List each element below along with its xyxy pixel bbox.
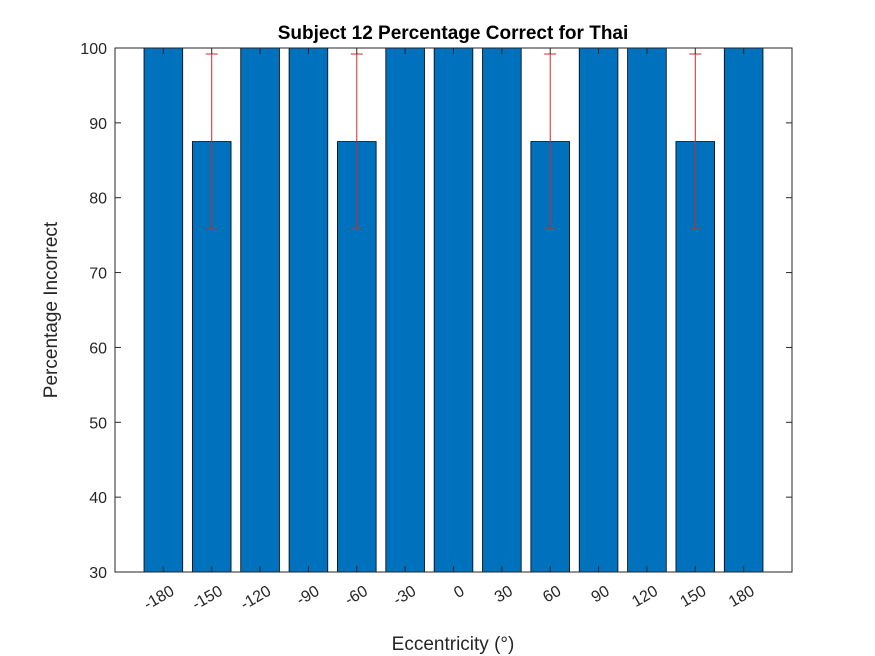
- y-tick-label: 60: [89, 340, 107, 357]
- axes-layer: [114, 47, 793, 573]
- bar: [385, 47, 425, 573]
- y-tick-label: 50: [89, 415, 107, 432]
- bar: [433, 47, 474, 573]
- x-tick-label: -180: [141, 583, 177, 614]
- bar: [288, 47, 329, 573]
- x-tick-label: 90: [589, 583, 613, 607]
- y-tick-label: 70: [89, 266, 107, 283]
- y-tick-label: 30: [89, 565, 107, 582]
- x-axis-label: Eccentricity (°): [392, 634, 515, 655]
- bar: [482, 47, 522, 573]
- y-tick-label: 100: [80, 41, 107, 58]
- error-bars-layer: [205, 53, 702, 230]
- x-tick-label: -120: [238, 583, 274, 614]
- bar: [723, 47, 764, 573]
- chart-title: Subject 12 Percentage Correct for Thai: [278, 23, 629, 44]
- bar: [627, 47, 667, 573]
- x-tick-label: 0: [451, 583, 467, 602]
- x-tick-label: 180: [726, 583, 758, 611]
- x-tick-label: 120: [629, 583, 661, 611]
- x-tick-label: -30: [391, 583, 420, 609]
- y-tick-label: 80: [89, 191, 107, 208]
- x-tick-label: -60: [342, 583, 371, 609]
- bar: [143, 47, 184, 573]
- y-tick-label: 40: [89, 490, 107, 507]
- x-tick-label: 150: [678, 583, 710, 611]
- y-axis-label: Percentage Incorrect: [41, 221, 62, 398]
- y-tick-label: 90: [89, 116, 107, 133]
- bar: [240, 47, 280, 573]
- bars-layer: [143, 47, 764, 573]
- x-tick-label: -150: [189, 583, 225, 614]
- x-tick-label: 60: [540, 583, 564, 607]
- bar: [578, 47, 619, 573]
- x-tick-label: 30: [492, 583, 516, 607]
- x-tick-label: -90: [294, 583, 323, 609]
